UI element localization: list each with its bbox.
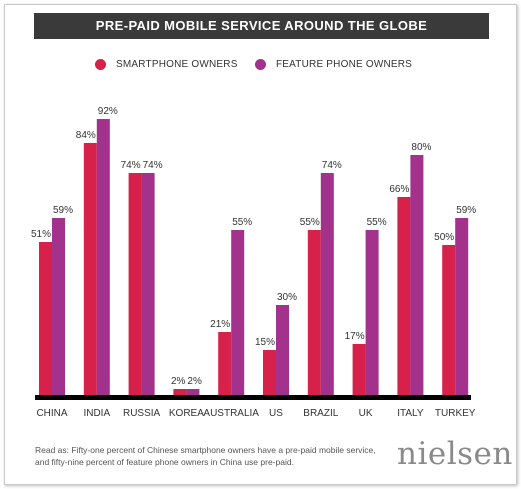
bar-china-feature-phone bbox=[52, 218, 65, 395]
chart-title: PRE-PAID MOBILE SERVICE AROUND THE GLOBE bbox=[34, 13, 489, 39]
x-tick-label-italy: ITALY bbox=[397, 408, 424, 419]
footnote-line-1: Read as: Fifty-one percent of Chinese sm… bbox=[35, 445, 376, 455]
data-label-uk-smartphone: 17% bbox=[345, 331, 365, 342]
bar-uk-feature-phone bbox=[365, 230, 379, 395]
nielsen-logo: nielsen bbox=[397, 436, 513, 472]
bar-us-feature-phone bbox=[276, 305, 289, 395]
x-axis-baseline bbox=[35, 395, 471, 400]
data-label-australia-smartphone: 21% bbox=[210, 319, 230, 330]
bar-turkey-smartphone bbox=[442, 245, 456, 395]
data-label-uk-feature-phone: 55% bbox=[367, 217, 387, 228]
bar-turkey-feature-phone bbox=[455, 218, 469, 395]
legend-item-smartphone: SMARTPHONE OWNERS bbox=[95, 55, 238, 73]
legend-item-feature-phone: FEATURE PHONE OWNERS bbox=[255, 55, 412, 73]
x-tick-label-australia: AUSTRALIA bbox=[203, 408, 259, 419]
x-tick-label-us: US bbox=[269, 408, 283, 419]
bar-us-smartphone bbox=[263, 350, 276, 395]
bar-brazil-smartphone bbox=[307, 230, 321, 395]
x-tick-label-turkey: TURKEY bbox=[435, 408, 476, 419]
data-label-korea-smartphone: 2% bbox=[171, 376, 186, 387]
x-tick-label-korea: KOREA bbox=[169, 408, 204, 419]
data-label-brazil-smartphone: 55% bbox=[300, 217, 320, 228]
data-label-us-feature-phone: 30% bbox=[277, 292, 297, 303]
x-tick-label-russia: RUSSIA bbox=[123, 408, 161, 419]
bar-china-smartphone bbox=[39, 242, 52, 395]
bar-korea-feature-phone bbox=[186, 389, 200, 395]
data-label-india-smartphone: 84% bbox=[76, 130, 96, 141]
data-label-turkey-feature-phone: 59% bbox=[456, 205, 476, 216]
data-label-australia-feature-phone: 55% bbox=[232, 217, 252, 228]
legend: SMARTPHONE OWNERS FEATURE PHONE OWNERS bbox=[0, 55, 521, 73]
data-label-turkey-smartphone: 50% bbox=[434, 232, 454, 243]
bar-india-smartphone bbox=[83, 143, 97, 395]
bar-australia-feature-phone bbox=[231, 230, 245, 395]
bar-russia-feature-phone bbox=[141, 173, 155, 395]
bar-india-feature-phone bbox=[96, 119, 110, 395]
data-label-us-smartphone: 15% bbox=[255, 337, 275, 348]
data-label-italy-feature-phone: 80% bbox=[411, 142, 431, 153]
footnote-line-2: and fifty-nine percent of feature phone … bbox=[35, 457, 294, 467]
x-tick-label-uk: UK bbox=[359, 408, 373, 419]
legend-label-smartphone: SMARTPHONE OWNERS bbox=[116, 58, 238, 70]
bar-korea-smartphone bbox=[173, 389, 187, 395]
bar-italy-feature-phone bbox=[410, 155, 424, 395]
bar-brazil-feature-phone bbox=[320, 173, 334, 395]
data-label-india-feature-phone: 92% bbox=[98, 106, 118, 117]
legend-label-feature-phone: FEATURE PHONE OWNERS bbox=[276, 58, 413, 70]
data-label-russia-smartphone: 74% bbox=[121, 160, 141, 171]
data-label-italy-smartphone: 66% bbox=[389, 184, 409, 195]
x-tick-label-brazil: BRAZIL bbox=[303, 408, 338, 419]
bar-russia-smartphone bbox=[128, 173, 142, 395]
legend-swatch-feature-phone bbox=[255, 58, 266, 70]
data-label-china-feature-phone: 59% bbox=[53, 205, 73, 216]
data-label-korea-feature-phone: 2% bbox=[187, 376, 202, 387]
x-tick-label-china: CHINA bbox=[36, 408, 67, 419]
data-label-china-smartphone: 51% bbox=[31, 229, 51, 240]
data-label-russia-feature-phone: 74% bbox=[143, 160, 163, 171]
legend-swatch-smartphone bbox=[95, 58, 106, 70]
bar-australia-smartphone bbox=[218, 332, 232, 395]
footnote: Read as: Fifty-one percent of Chinese sm… bbox=[35, 444, 395, 468]
bar-uk-smartphone bbox=[352, 344, 366, 395]
x-tick-label-india: INDIA bbox=[83, 408, 110, 419]
data-label-brazil-feature-phone: 74% bbox=[322, 160, 342, 171]
bar-italy-smartphone bbox=[397, 197, 411, 395]
